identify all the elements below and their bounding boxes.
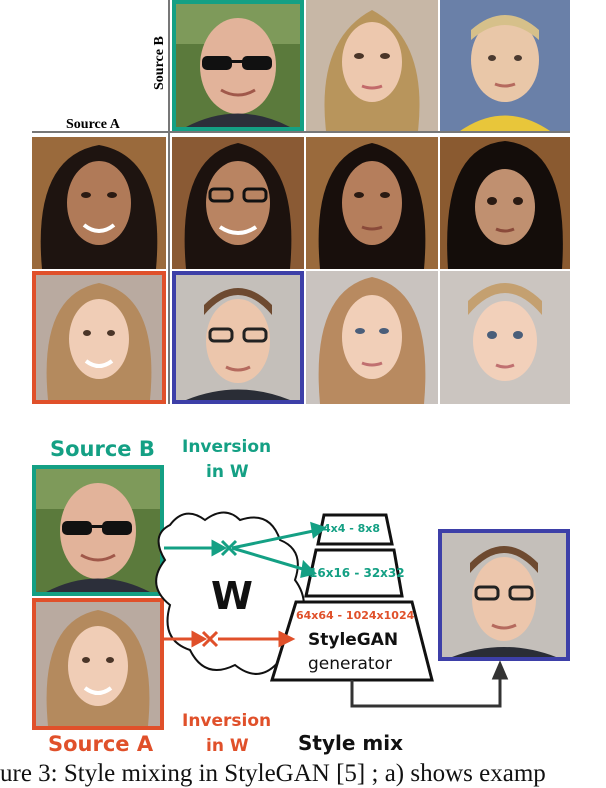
- generator-layer-bottom: [269, 600, 434, 682]
- inversion-bottom-line1: Inversion: [182, 711, 272, 731]
- teal-arrow-mid: [231, 546, 307, 572]
- output-arrow: [350, 676, 502, 708]
- face-mix-2-2: [306, 271, 438, 404]
- generator-sub: generator: [308, 654, 392, 674]
- face-source-b-2: [306, 0, 438, 131]
- grid-vertical-divider: [168, 0, 170, 404]
- figure-caption: ure 3: Style mixing in StyleGAN [5] ; a)…: [0, 760, 546, 787]
- inversion-bottom-line2: in W: [206, 736, 249, 756]
- inversion-top-line2: in W: [206, 462, 249, 482]
- generator-name: StyleGAN: [308, 630, 399, 650]
- face-source-b-1: [172, 0, 304, 131]
- style-mix-label: Style mix: [298, 731, 403, 755]
- face-mix-2-1: [172, 271, 304, 404]
- grid-source-a-label: Source A: [66, 117, 120, 132]
- face-source-a-1: [32, 137, 166, 269]
- face-mix-1-2: [306, 137, 438, 269]
- face-mix-1-3: [440, 137, 570, 269]
- diagram-source-a-label: Source A: [48, 732, 154, 756]
- diagram-face-source-a: [32, 598, 164, 730]
- generator-layer-top: [316, 513, 394, 546]
- layer-bottom-label: 64x64 - 1024x1024: [296, 609, 415, 622]
- face-mix-2-3: [440, 271, 570, 404]
- diagram-face-source-b: [32, 465, 164, 596]
- face-mix-1-1: [172, 137, 304, 269]
- face-source-b-3: [440, 0, 570, 131]
- latent-w-label: W: [211, 574, 253, 618]
- grid-horizontal-divider: [32, 131, 570, 133]
- layer-top-label: 4x4 - 8x8: [323, 522, 381, 535]
- layer-mid-label: 16x16 - 32x32: [309, 566, 405, 580]
- teal-arrow-top: [231, 528, 319, 550]
- diagram-source-b-label: Source B: [50, 437, 155, 461]
- inversion-top-line1: Inversion: [182, 437, 272, 457]
- face-source-a-2: [32, 271, 166, 404]
- diagram-face-result: [438, 529, 570, 661]
- generator-layer-mid: [304, 548, 404, 598]
